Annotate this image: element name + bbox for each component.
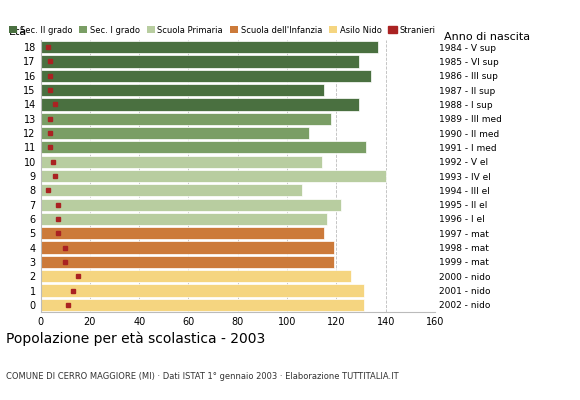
Bar bbox=[41, 213, 327, 225]
Bar bbox=[41, 141, 366, 154]
Bar bbox=[41, 55, 358, 68]
Bar bbox=[41, 256, 334, 268]
Bar bbox=[41, 113, 332, 125]
Bar bbox=[41, 198, 341, 211]
Bar bbox=[41, 41, 378, 53]
Bar bbox=[41, 84, 324, 96]
Bar bbox=[41, 70, 371, 82]
Bar bbox=[41, 98, 358, 110]
Bar bbox=[41, 184, 302, 196]
Bar bbox=[41, 299, 364, 311]
Bar bbox=[41, 270, 351, 282]
Bar bbox=[41, 227, 324, 239]
Text: COMUNE DI CERRO MAGGIORE (MI) · Dati ISTAT 1° gennaio 2003 · Elaborazione TUTTIT: COMUNE DI CERRO MAGGIORE (MI) · Dati IST… bbox=[6, 372, 398, 381]
Text: Anno di nascita: Anno di nascita bbox=[444, 32, 530, 42]
Bar bbox=[41, 156, 321, 168]
Text: Età: Età bbox=[9, 27, 27, 37]
Legend: Sec. II grado, Sec. I grado, Scuola Primaria, Scuola dell'Infanzia, Asilo Nido, : Sec. II grado, Sec. I grado, Scuola Prim… bbox=[9, 26, 435, 34]
Bar bbox=[41, 170, 386, 182]
Text: Popolazione per età scolastica - 2003: Popolazione per età scolastica - 2003 bbox=[6, 332, 265, 346]
Bar bbox=[41, 127, 309, 139]
Bar bbox=[41, 284, 364, 297]
Bar bbox=[41, 242, 334, 254]
